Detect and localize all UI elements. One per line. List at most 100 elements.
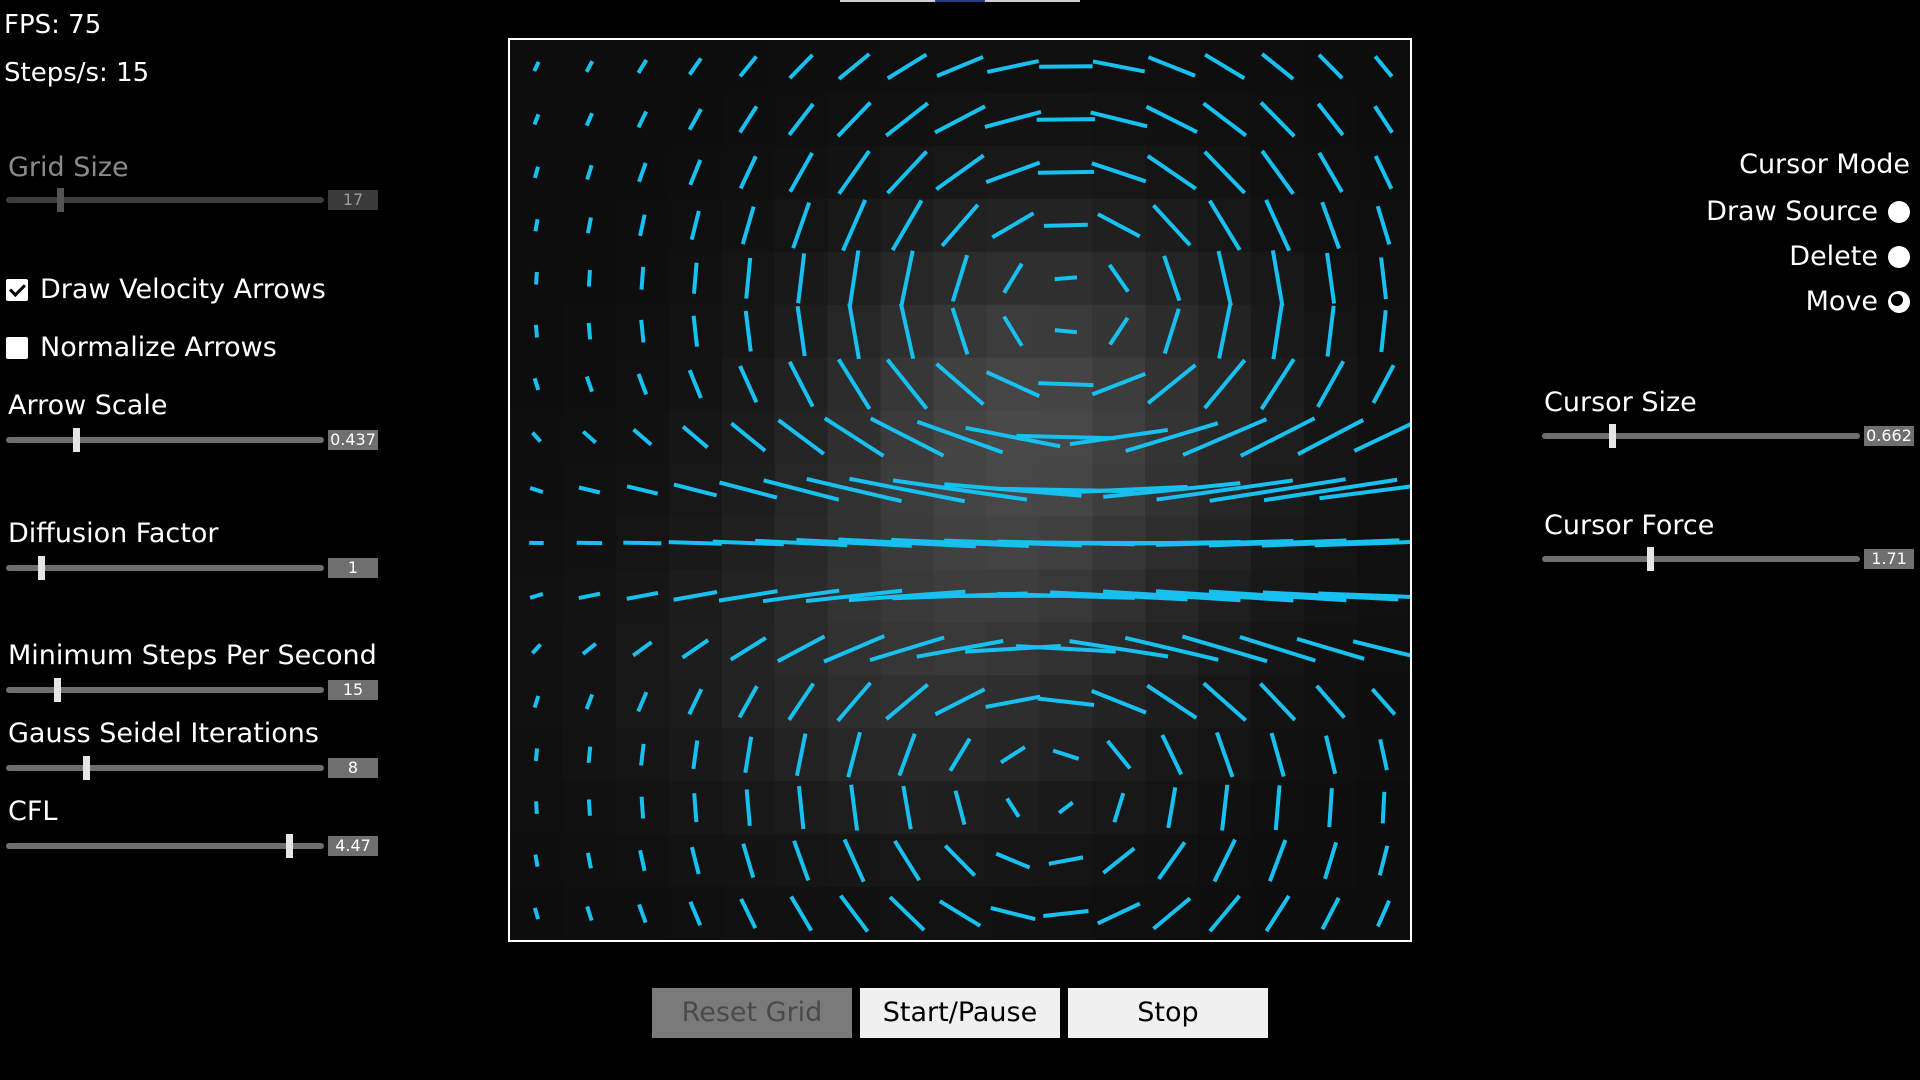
cursor-force-slider[interactable]: 1.71: [1542, 547, 1914, 571]
velocity-arrow: [787, 682, 816, 722]
velocity-arrow: [585, 905, 594, 922]
velocity-arrow: [1352, 639, 1410, 658]
stop-button[interactable]: Stop: [1068, 988, 1268, 1038]
slider-thumb[interactable]: [82, 756, 90, 780]
velocity-arrow: [1036, 117, 1096, 122]
velocity-arrow: [1209, 477, 1346, 503]
velocity-arrow: [681, 425, 709, 449]
velocity-arrow: [965, 425, 1061, 449]
velocity-arrow: [1124, 635, 1219, 662]
velocity-arrow: [1152, 204, 1192, 247]
cfl-slider[interactable]: 4.47: [6, 834, 378, 858]
velocity-arrow: [737, 685, 759, 719]
velocity-arrow: [794, 733, 808, 777]
draw-velocity-arrows-row[interactable]: Draw Velocity Arrows: [6, 274, 326, 306]
velocity-arrow: [584, 375, 594, 393]
velocity-arrow: [1146, 683, 1198, 720]
velocity-arrow: [1207, 199, 1242, 251]
cursor-mode-move[interactable]: Move: [1806, 286, 1910, 318]
velocity-arrow: [533, 218, 540, 232]
slider-thumb[interactable]: [1647, 547, 1655, 571]
velocity-arrow: [738, 105, 759, 134]
cursor-mode-draw-source[interactable]: Draw Source: [1706, 196, 1910, 228]
velocity-arrow: [1239, 416, 1316, 458]
velocity-arrow: [1269, 732, 1286, 777]
gauss-seidel-slider[interactable]: 8: [6, 756, 378, 780]
velocity-arrow: [950, 254, 970, 302]
velocity-arrow: [1069, 427, 1169, 447]
velocity-arrow: [584, 112, 594, 127]
velocity-arrow: [1316, 360, 1346, 408]
velocity-arrow: [533, 748, 540, 762]
velocity-arrow: [849, 784, 860, 831]
normalize-arrows-row[interactable]: Normalize Arrows: [6, 332, 277, 364]
velocity-arrow: [712, 539, 784, 547]
velocity-arrow: [1049, 590, 1188, 602]
delete-radio[interactable]: [1888, 246, 1910, 268]
slider-thumb[interactable]: [1608, 424, 1616, 448]
grid-size-slider[interactable]: 17: [6, 188, 378, 212]
velocity-arrow: [730, 421, 767, 453]
cursor-mode-delete[interactable]: Delete: [1789, 241, 1910, 273]
slider-thumb[interactable]: [37, 556, 45, 580]
velocity-arrow: [1203, 150, 1247, 195]
velocity-arrow: [1054, 328, 1078, 335]
velocity-arrow: [530, 643, 543, 655]
velocity-arrow: [743, 736, 754, 773]
velocity-arrow: [1271, 302, 1284, 360]
normalize-arrows-checkbox[interactable]: [6, 337, 28, 359]
velocity-arrow: [586, 322, 593, 340]
fluid-simulation-canvas[interactable]: [508, 38, 1412, 942]
velocity-arrow: [691, 315, 699, 347]
arrow-scale-slider[interactable]: 0.437: [6, 428, 378, 452]
velocity-arrow: [762, 588, 840, 604]
cfl-label: CFL: [8, 796, 58, 827]
reset-grid-button[interactable]: Reset Grid: [652, 988, 852, 1038]
velocity-arrow: [681, 638, 710, 660]
velocity-arrow: [532, 61, 541, 72]
velocity-arrow: [687, 688, 704, 716]
velocity-arrow: [585, 217, 593, 234]
cursor-size-slider[interactable]: 0.662: [1542, 424, 1914, 448]
velocity-arrow: [581, 642, 598, 656]
velocity-arrow: [1048, 855, 1084, 866]
velocity-arrow: [898, 303, 916, 360]
velocity-arrow: [1155, 589, 1294, 603]
velocity-arrow: [1037, 696, 1095, 707]
slider-thumb[interactable]: [72, 428, 80, 452]
slider-thumb[interactable]: [53, 678, 61, 702]
velocity-arrow: [1108, 316, 1130, 346]
velocity-arrow: [886, 150, 929, 195]
velocity-arrow: [534, 801, 539, 815]
velocity-arrow: [1317, 53, 1344, 80]
velocity-arrow: [1320, 201, 1341, 250]
velocity-arrow: [823, 634, 886, 664]
velocity-arrow: [916, 419, 1004, 455]
diffusion-factor-slider[interactable]: 1: [6, 556, 378, 580]
velocity-arrow: [846, 731, 862, 778]
velocity-arrow: [1371, 364, 1396, 404]
velocity-arrow: [938, 899, 982, 928]
velocity-arrow: [795, 306, 807, 357]
move-radio[interactable]: [1888, 291, 1910, 313]
velocity-arrow: [984, 109, 1042, 129]
draw-source-radio[interactable]: [1888, 201, 1910, 223]
velocity-arrow: [1107, 263, 1130, 293]
velocity-arrow: [1204, 52, 1246, 80]
min-steps-slider[interactable]: 15: [6, 678, 378, 702]
velocity-arrow: [1208, 894, 1242, 933]
velocity-arrow: [691, 740, 700, 770]
start-pause-button[interactable]: Start/Pause: [860, 988, 1060, 1038]
velocity-arrow: [744, 257, 753, 299]
velocity-arrow: [1264, 894, 1291, 933]
velocity-arrow: [986, 59, 1040, 74]
slider-thumb[interactable]: [286, 834, 294, 858]
velocity-arrow: [934, 687, 986, 717]
slider-thumb[interactable]: [57, 188, 65, 212]
velocity-arrow: [631, 640, 653, 658]
velocity-arrow: [1160, 734, 1184, 776]
velocity-arrow: [1091, 161, 1147, 184]
velocity-arrow: [530, 431, 542, 443]
velocity-arrow: [534, 271, 539, 285]
draw-velocity-arrows-checkbox[interactable]: [6, 279, 28, 301]
